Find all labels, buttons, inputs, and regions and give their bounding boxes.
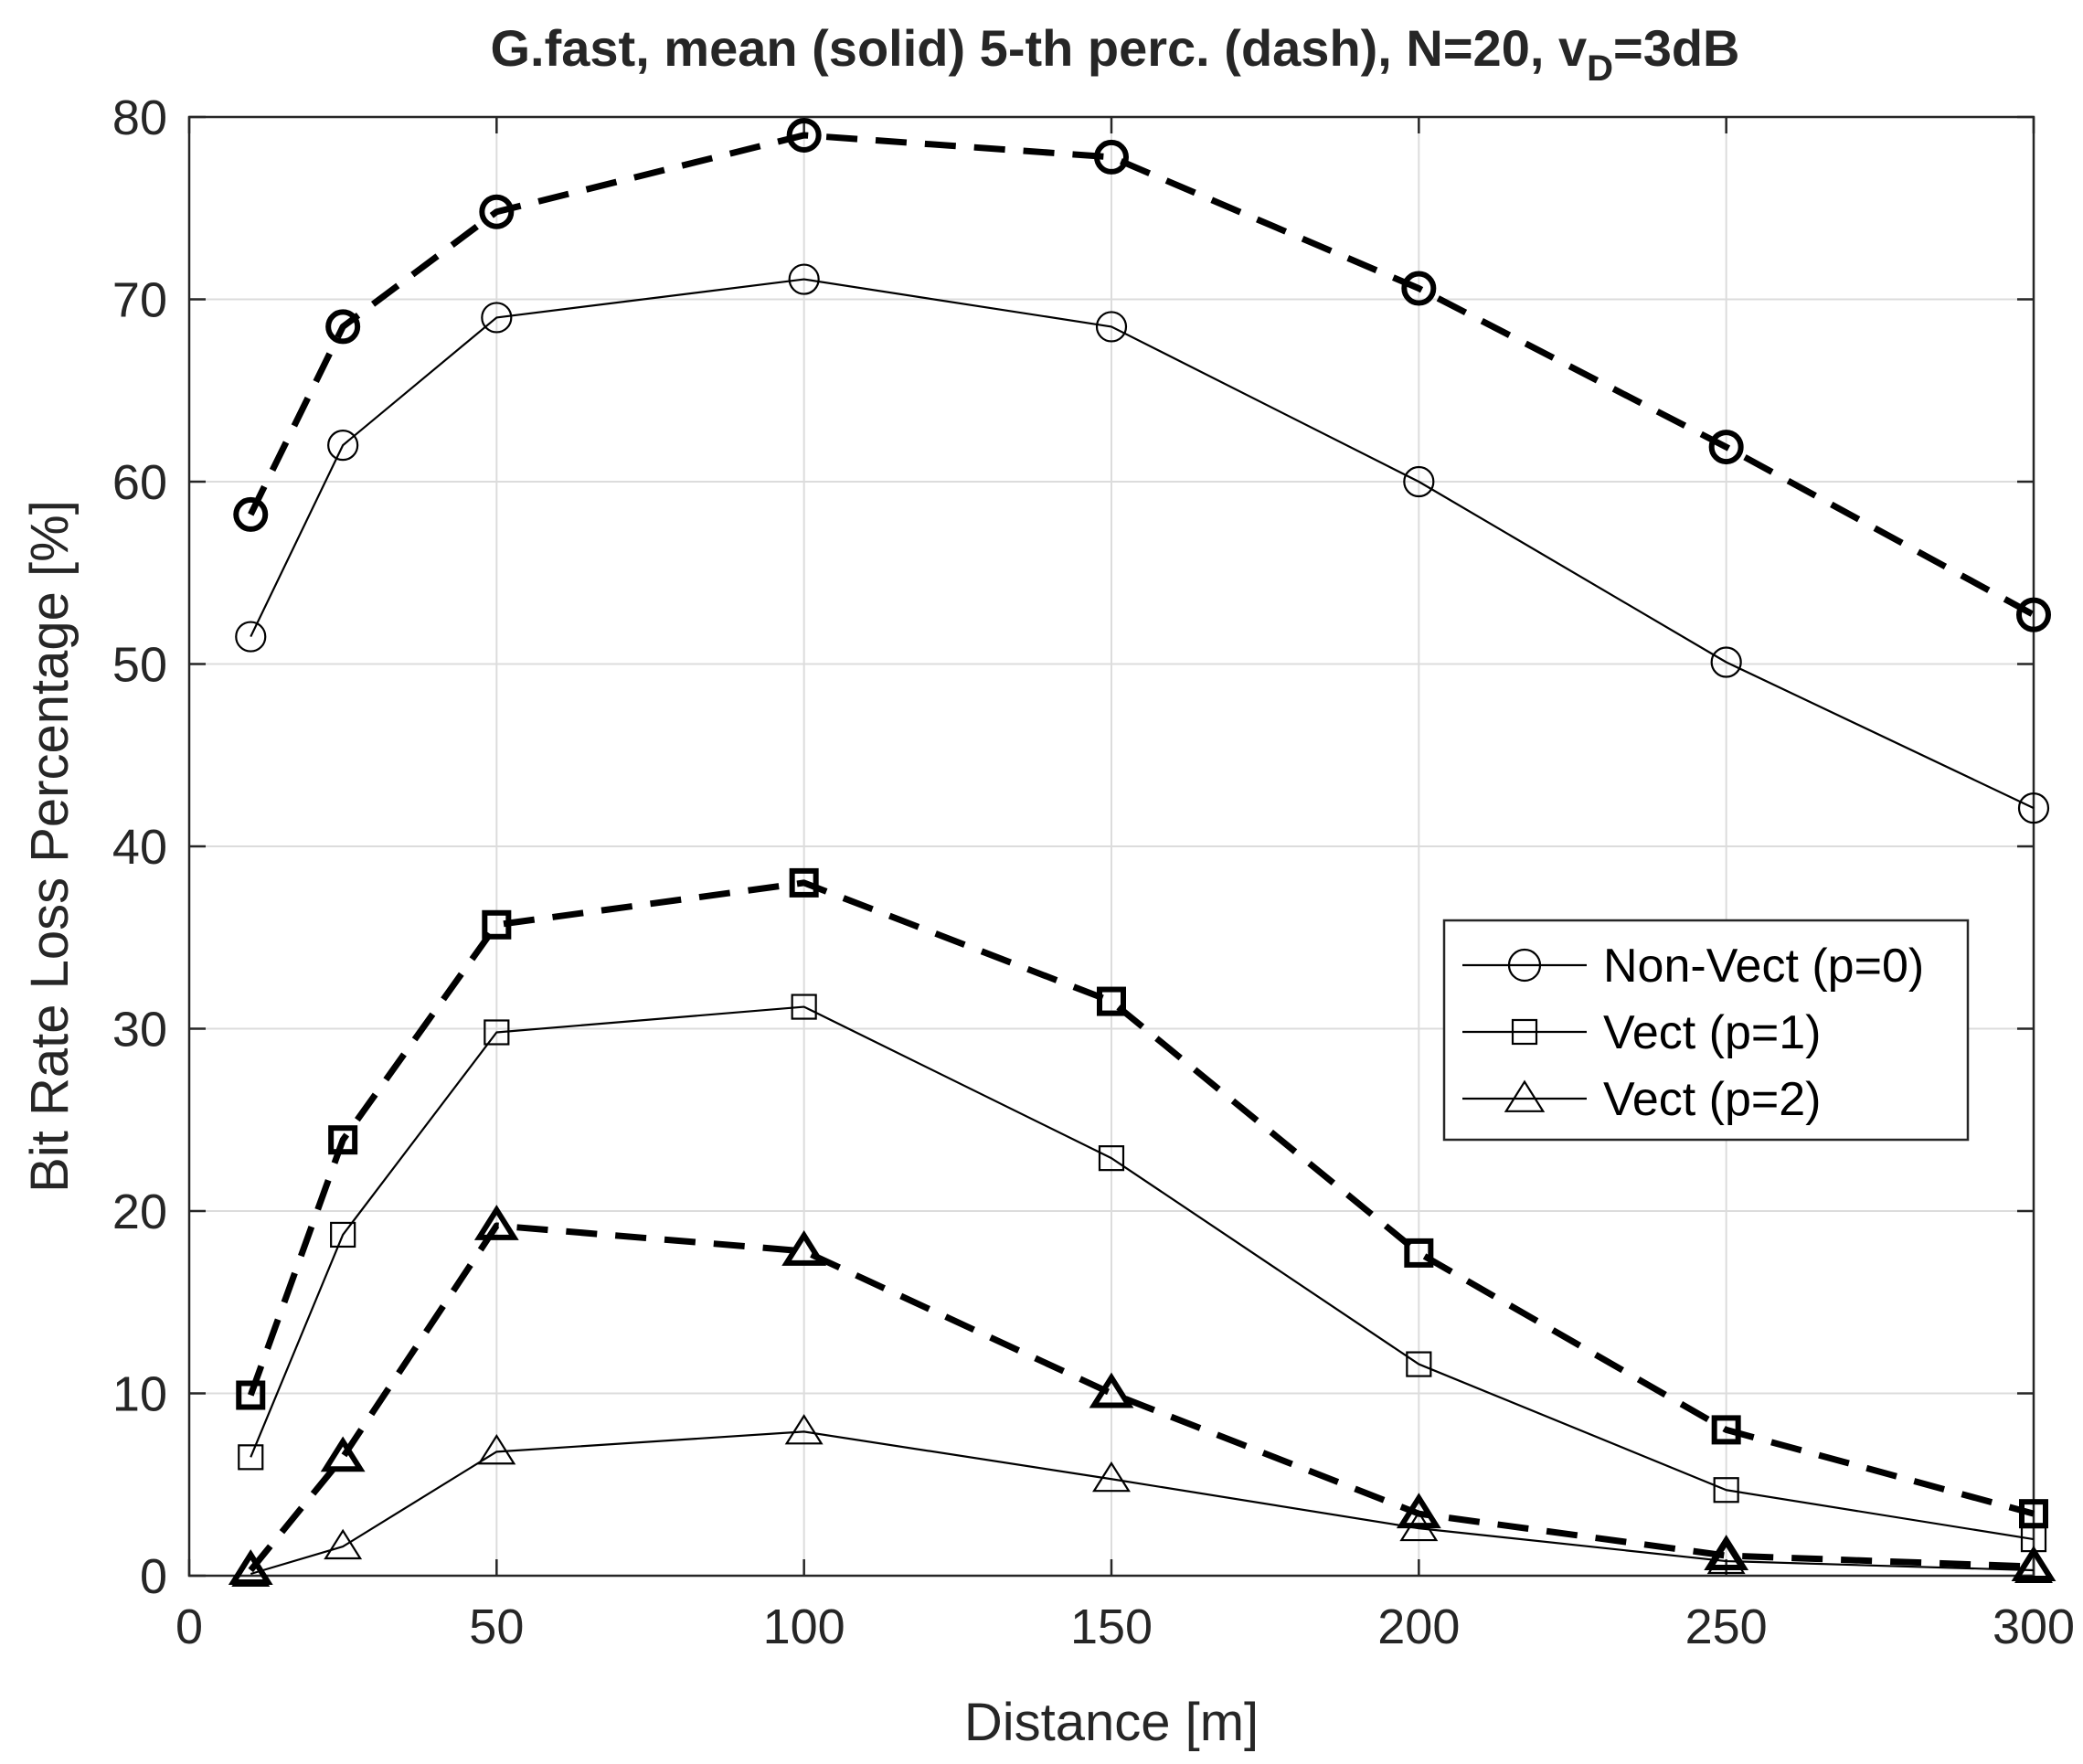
grid-lines: [189, 117, 2034, 1576]
data-point: [1396, 1493, 1441, 1529]
legend: Non-Vect (p=0) Vect (p=1) Vect (p=2): [1442, 919, 1970, 1142]
legend-item: Non-Vect (p=0): [1462, 940, 1924, 993]
data-point: [2011, 1546, 2056, 1581]
data-point: [1708, 430, 1744, 465]
data-point: [788, 263, 820, 295]
x-tick-label: 200: [1377, 1599, 1460, 1654]
series-line: [250, 278, 2035, 810]
data-point: [1401, 271, 1437, 306]
x-tick-label: 300: [1993, 1599, 2075, 1654]
data-point: [325, 309, 361, 345]
series-line: [247, 879, 2035, 1517]
series-line: [250, 1430, 2035, 1576]
y-tick-label: 0: [140, 1549, 167, 1604]
x-tick-label: 50: [469, 1599, 524, 1654]
legend-marker: [1507, 948, 1542, 983]
data-point: [1095, 311, 1128, 343]
y-tick-label: 70: [112, 273, 167, 328]
y-tick-label: 30: [112, 1003, 167, 1057]
data-point: [786, 117, 822, 153]
legend-items: Non-Vect (p=0) Vect (p=1) Vect (p=2): [1462, 940, 1924, 1126]
series-layer: [228, 117, 2056, 1588]
data-point: [1406, 1351, 1432, 1377]
chart-title-suffix: =3dB: [1613, 19, 1740, 77]
series-square-dash: [236, 867, 2048, 1529]
series-line: [248, 132, 2035, 618]
series-triangle-dash: [228, 1205, 2056, 1585]
data-point: [1094, 139, 1129, 175]
data-point: [228, 1549, 273, 1585]
data-point: [320, 1436, 366, 1472]
legend-box: [1442, 919, 1970, 1142]
x-tick-label: 150: [1070, 1599, 1153, 1654]
data-point: [789, 867, 819, 898]
legend-label: Vect (p=1): [1603, 1006, 1821, 1059]
x-tick-label: 0: [175, 1599, 203, 1654]
data-point: [1092, 1461, 1131, 1493]
data-point: [330, 1221, 356, 1249]
data-point: [1711, 1415, 1741, 1445]
x-tick-label: 250: [1685, 1599, 1768, 1654]
series-triangle-solid: [231, 1414, 2053, 1588]
y-tick-label: 50: [112, 638, 167, 693]
axis-ticks: 0 50 100 150 200 250 300 0 10 20 30 40 50 60 70 80: [112, 90, 2075, 1654]
chart-title-main: G.fast, mean (solid) 5-th perc. (dash), …: [490, 19, 1587, 77]
data-point: [2019, 1499, 2048, 1529]
data-point: [1097, 986, 1126, 1016]
series-line: [250, 1005, 2035, 1541]
data-point: [1704, 1535, 1749, 1570]
series-circle-solid: [235, 263, 2050, 824]
data-point: [324, 1528, 363, 1560]
data-point: [1706, 1543, 1746, 1575]
data-point: [481, 302, 513, 334]
y-tick-label: 80: [112, 90, 167, 145]
data-point: [479, 194, 515, 229]
y-tick-label: 20: [112, 1185, 167, 1239]
chart-title: G.fast, mean (solid) 5-th perc. (dash), …: [490, 19, 1739, 89]
data-point: [477, 1434, 516, 1465]
series-circle-dash: [233, 117, 2051, 632]
x-tick-label: 100: [763, 1599, 845, 1654]
data-point: [784, 1414, 824, 1445]
series-square-solid: [238, 994, 2047, 1553]
series-line: [248, 1222, 2035, 1573]
chart-title-subscript: D: [1587, 48, 1613, 89]
data-point: [791, 994, 817, 1020]
data-point: [1403, 465, 1435, 498]
y-axis-label: Bit Rate Loss Percentage [%]: [20, 500, 80, 1193]
data-point: [327, 430, 359, 462]
data-point: [2016, 597, 2051, 632]
y-tick-label: 60: [112, 455, 167, 510]
data-point: [1098, 1145, 1125, 1172]
y-tick-label: 10: [112, 1367, 167, 1422]
x-axis-label: Distance [m]: [964, 1693, 1259, 1752]
data-point: [1713, 1477, 1739, 1504]
data-point: [1404, 1238, 1434, 1268]
data-point: [1089, 1372, 1134, 1408]
legend-marker: [1504, 1079, 1546, 1112]
legend-marker: [1511, 1018, 1538, 1046]
data-point: [473, 1205, 519, 1240]
data-point: [233, 496, 269, 532]
data-point: [236, 1380, 266, 1410]
data-point: [1710, 646, 1742, 678]
data-point: [484, 1019, 510, 1046]
data-point: [482, 909, 512, 940]
legend-item: Vect (p=2): [1462, 1073, 1821, 1126]
legend-label: Vect (p=2): [1603, 1073, 1821, 1126]
y-tick-label: 40: [112, 820, 167, 875]
data-point: [2017, 792, 2050, 824]
data-point: [235, 621, 267, 653]
legend-label: Non-Vect (p=0): [1603, 940, 1924, 993]
legend-item: Vect (p=1): [1462, 1006, 1821, 1059]
data-point: [328, 1125, 358, 1155]
data-point: [238, 1444, 264, 1471]
data-point: [781, 1230, 827, 1266]
